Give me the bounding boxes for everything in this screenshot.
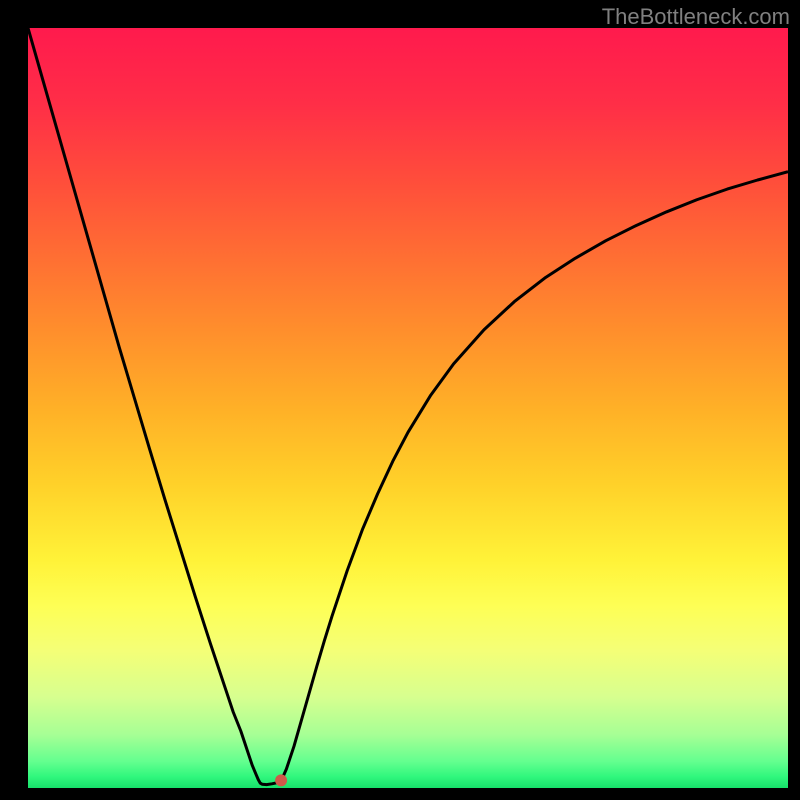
gradient-background: [28, 28, 788, 788]
plot-area: [28, 28, 788, 788]
plot-svg: [28, 28, 788, 788]
figure-container: TheBottleneck.com: [0, 0, 800, 800]
watermark-text: TheBottleneck.com: [602, 4, 790, 30]
optimum-marker: [275, 774, 287, 786]
